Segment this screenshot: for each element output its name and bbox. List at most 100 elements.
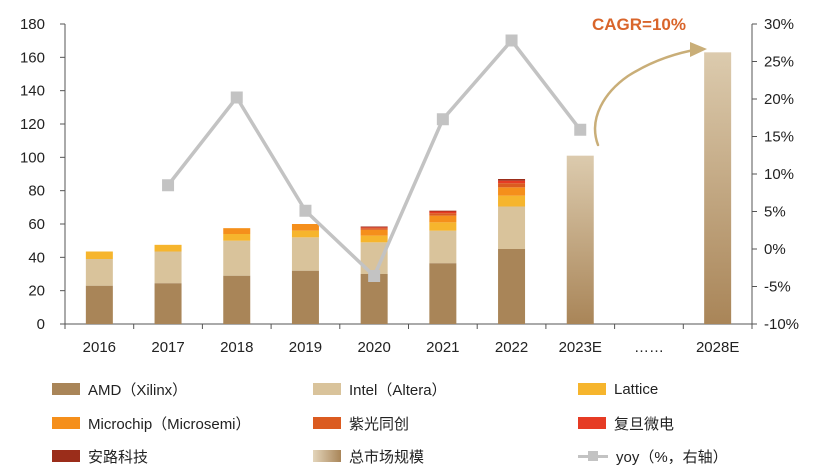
bar-segment-7 (566, 155, 594, 324)
right-tick-label: 15% (764, 129, 794, 146)
legend-item: Intel（Altera） (313, 378, 447, 400)
x-tick-label: 2016 (83, 339, 116, 356)
legend-item: 安路科技 (52, 445, 148, 467)
left-tick-label: 160 (20, 49, 45, 66)
right-tick-label: 30% (764, 16, 794, 33)
bar-segment-1 (85, 259, 113, 286)
bar-segment-6 (360, 226, 388, 228)
legend-label: 总市场规模 (349, 448, 425, 466)
legend-item: Microchip（Microsemi） (52, 412, 251, 434)
legend-swatch (578, 417, 606, 429)
x-tick-label: 2022 (495, 339, 528, 356)
left-tick-label: 180 (20, 16, 45, 33)
bar-segment-2 (429, 222, 457, 231)
yoy-point (436, 113, 449, 126)
bar-segment-1 (498, 206, 526, 249)
bar-segment-3 (498, 187, 526, 196)
legend-label: 复旦微电 (614, 415, 675, 433)
bar-segment-2 (498, 195, 526, 207)
bar-segment-3 (223, 228, 251, 234)
legend-label: 安路科技 (88, 448, 149, 466)
bars (85, 52, 732, 324)
bar-segment-5 (360, 227, 388, 229)
legend-label: yoy（%，右轴） (616, 448, 728, 466)
bar-segment-5 (498, 180, 526, 184)
bar-segment-3 (429, 215, 457, 223)
bar-segment-1 (429, 230, 457, 264)
x-tick-label: 2020 (357, 339, 390, 356)
right-tick-label: -5% (764, 279, 791, 296)
right-tick-label: 5% (764, 204, 786, 221)
legend-line-swatch (578, 449, 608, 463)
yoy-line-group (162, 34, 587, 282)
left-tick-label: 80 (28, 183, 45, 200)
left-tick-label: 120 (20, 116, 45, 133)
bar-segment-0 (85, 285, 113, 324)
legend-swatch (313, 417, 341, 429)
bar-segment-2 (223, 234, 251, 241)
left-tick-label: 40 (28, 249, 45, 266)
chart-area: 0 20 40 60 80 100 120 140 160 180 -10% -5% 0% 5% 10% 15… (20, 15, 799, 356)
bar-segment-4 (498, 183, 526, 188)
cagr-arrow-head (690, 42, 707, 57)
right-tick-label: 10% (764, 166, 794, 183)
bar-segment-7 (704, 52, 732, 324)
yoy-point (230, 91, 243, 104)
cagr-annotation-group: CAGR=10% (592, 15, 707, 147)
legend-item: 总市场规模 (313, 445, 424, 467)
legend-label: Intel（Altera） (349, 381, 447, 399)
bar-segment-2 (154, 244, 182, 252)
legend-swatch (52, 450, 80, 462)
bar-segment-4 (360, 228, 388, 230)
bar-segment-6 (429, 210, 457, 212)
bar-segment-0 (154, 283, 182, 324)
right-tick-label: 0% (764, 241, 786, 258)
bar-segment-6 (498, 179, 526, 181)
legend-item: AMD（Xilinx） (52, 378, 187, 400)
left-tick-label: 0 (37, 316, 45, 333)
cagr-label: CAGR=10% (592, 15, 686, 34)
bar-segment-0 (360, 274, 388, 324)
left-tick-label: 100 (20, 149, 45, 166)
bar-segment-2 (360, 235, 388, 243)
bar-segment-0 (223, 275, 251, 324)
bar-segment-0 (291, 270, 319, 324)
legend-label: 紫光同创 (349, 415, 410, 433)
legend-item: yoy（%，右轴） (578, 445, 728, 467)
bar-segment-3 (291, 224, 319, 231)
legend-swatch (313, 450, 341, 462)
legend-item: Lattice (578, 378, 658, 400)
left-tick-label: 20 (28, 283, 45, 300)
legend-label: AMD（Xilinx） (88, 381, 188, 399)
x-tick-label: 2019 (289, 339, 322, 356)
axes: 0 20 40 60 80 100 120 140 160 180 -10% -5% 0% 5% 10% 15… (20, 16, 799, 356)
legend-item: 复旦微电 (578, 412, 674, 434)
bar-segment-1 (154, 251, 182, 284)
bar-segment-0 (498, 249, 526, 324)
right-tick-label: -10% (764, 316, 799, 333)
bar-segment-1 (291, 237, 319, 271)
legend-swatch (578, 383, 606, 395)
right-tick-label: 20% (764, 91, 794, 108)
legend-label: Lattice (614, 380, 659, 398)
yoy-point (505, 34, 518, 47)
x-tick-label: 2028E (696, 339, 739, 356)
legend: AMD（Xilinx） Intel（Altera） Lattice Microchip… (0, 372, 832, 470)
legend-item: 紫光同创 (313, 412, 409, 434)
legend-swatch (313, 383, 341, 395)
x-tick-label: 2017 (151, 339, 184, 356)
bar-segment-5 (429, 211, 457, 214)
bar-segment-1 (223, 240, 251, 276)
legend-label: Microchip（Microsemi） (88, 415, 251, 433)
x-tick-label: 2018 (220, 339, 253, 356)
yoy-point (574, 123, 587, 136)
bar-segment-2 (85, 251, 113, 259)
bar-segment-4 (429, 213, 457, 216)
x-tick-label: 2021 (426, 339, 459, 356)
left-tick-label: 140 (20, 83, 45, 100)
yoy-point (299, 204, 312, 217)
left-tick-label: 60 (28, 216, 45, 233)
bar-segment-2 (291, 230, 319, 238)
x-tick-label: …… (634, 339, 664, 356)
yoy-point (368, 270, 381, 282)
